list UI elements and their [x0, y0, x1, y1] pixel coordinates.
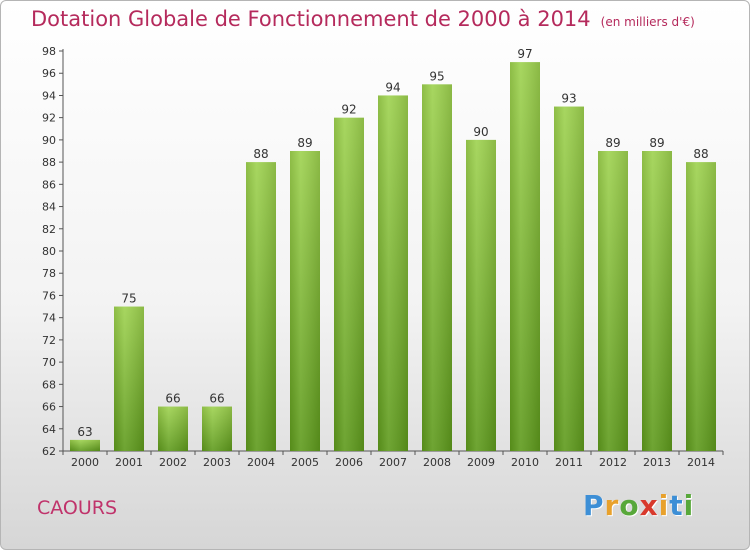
value-label: 88: [693, 147, 708, 161]
logo-letter: i: [658, 489, 670, 522]
bar-shading: [686, 162, 716, 451]
x-tick-label: 2003: [203, 456, 231, 469]
value-label: 93: [561, 92, 576, 106]
y-tick-label: 84: [42, 201, 56, 214]
y-tick-label: 68: [42, 378, 56, 391]
x-tick-label: 2000: [71, 456, 99, 469]
logo-letter: o: [619, 489, 640, 522]
bar-shading: [642, 151, 672, 451]
bar-shading: [466, 139, 496, 451]
value-label: 90: [473, 125, 488, 139]
x-tick-label: 2001: [115, 456, 143, 469]
bar-shading: [598, 151, 628, 451]
value-label: 66: [165, 392, 180, 406]
y-tick-label: 98: [42, 45, 56, 58]
bar-shading: [510, 62, 540, 451]
x-tick-label: 2010: [511, 456, 539, 469]
proxiti-logo: Proxiti: [583, 489, 694, 522]
logo-letter: r: [604, 489, 620, 522]
x-tick-label: 2006: [335, 456, 363, 469]
x-tick-label: 2014: [687, 456, 715, 469]
value-label: 94: [385, 80, 400, 94]
x-tick-label: 2005: [291, 456, 319, 469]
x-tick-label: 2008: [423, 456, 451, 469]
y-tick-label: 72: [42, 334, 56, 347]
title-line: Dotation Globale de Fonctionnement de 20…: [31, 7, 695, 31]
bars: [70, 62, 716, 452]
value-label: 92: [341, 103, 356, 117]
x-tick-label: 2004: [247, 456, 275, 469]
bar-shading: [378, 95, 408, 451]
x-axis: 2000 2001 2002 2003 2004 2005 2006 2007 2008 2009…: [62, 450, 724, 469]
y-tick-label: 90: [42, 134, 56, 147]
y-axis: 62 64 66 68 70 72 74 76 78 80 82 84 86 88 90 92 94 96 98: [42, 45, 64, 458]
value-label: 89: [297, 136, 312, 150]
value-label: 89: [649, 136, 664, 150]
value-label: 97: [517, 47, 532, 61]
bar-shading: [114, 306, 144, 451]
y-tick-label: 94: [42, 89, 56, 102]
x-tick-label: 2012: [599, 456, 627, 469]
value-label: 63: [77, 425, 92, 439]
logo-letter: P: [583, 489, 605, 522]
bar-shading: [158, 406, 188, 451]
bar-shading: [334, 117, 364, 452]
y-tick-label: 78: [42, 267, 56, 280]
value-label: 89: [605, 136, 620, 150]
chart-title: Dotation Globale de Fonctionnement de 20…: [31, 7, 591, 31]
y-tick-label: 86: [42, 178, 56, 191]
commune-name: CAOURS: [37, 497, 118, 519]
x-tick-label: 2002: [159, 456, 187, 469]
y-tick-label: 66: [42, 401, 56, 414]
value-label: 95: [429, 69, 444, 83]
value-label: 66: [209, 392, 224, 406]
y-tick-label: 96: [42, 67, 56, 80]
bar-shading: [422, 84, 452, 451]
logo-letter: t: [669, 489, 684, 522]
value-label: 88: [253, 147, 268, 161]
logo-letter: i: [683, 489, 695, 522]
y-tick-label: 92: [42, 112, 56, 125]
logo-letter: x: [639, 489, 659, 522]
y-tick-label: 80: [42, 245, 56, 258]
chart-subtitle: (en milliers d'€): [600, 15, 695, 29]
value-labels: 63 75 66 66 88 89 92 94 95 90 97 93 89 89 88: [77, 47, 708, 439]
bar-shading: [554, 106, 584, 452]
bar-shading: [202, 406, 232, 451]
y-tick-label: 64: [42, 423, 56, 436]
value-label: 75: [121, 292, 136, 306]
x-tick-label: 2009: [467, 456, 495, 469]
bar-shading: [246, 162, 276, 451]
x-tick-label: 2007: [379, 456, 407, 469]
x-tick-label: 2011: [555, 456, 583, 469]
y-tick-label: 70: [42, 356, 56, 369]
bar-shading: [70, 439, 100, 451]
y-tick-label: 88: [42, 156, 56, 169]
bar-shading: [290, 151, 320, 451]
y-tick-label: 76: [42, 289, 56, 302]
x-tick-label: 2013: [643, 456, 671, 469]
y-tick-label: 62: [42, 445, 56, 458]
y-tick-label: 82: [42, 223, 56, 236]
y-tick-label: 74: [42, 312, 56, 325]
